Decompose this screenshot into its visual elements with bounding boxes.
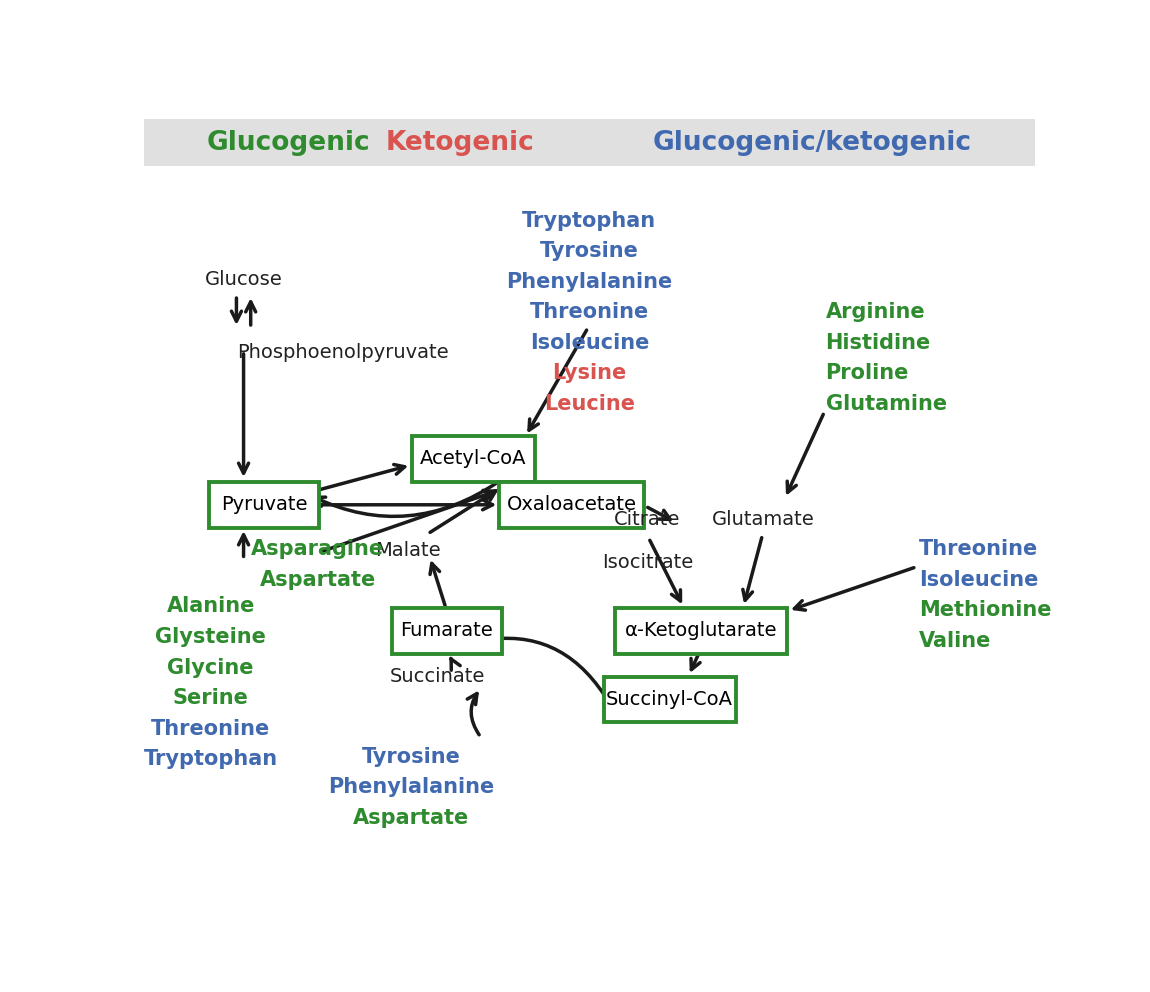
Text: Phenylalanine: Phenylalanine: [506, 272, 673, 292]
Text: Asparagine: Asparagine: [251, 540, 384, 559]
Text: Glutamine: Glutamine: [826, 394, 946, 414]
Text: Alanine: Alanine: [167, 596, 255, 616]
Text: Tyrosine: Tyrosine: [362, 747, 460, 767]
Text: Threonine: Threonine: [919, 540, 1038, 559]
Text: Ketogenic: Ketogenic: [385, 131, 535, 157]
Text: Lysine: Lysine: [552, 363, 627, 384]
Text: Leucine: Leucine: [544, 394, 635, 414]
Text: Pyruvate: Pyruvate: [221, 495, 307, 514]
FancyBboxPatch shape: [412, 436, 535, 482]
Text: Phenylalanine: Phenylalanine: [328, 778, 494, 798]
Text: Serine: Serine: [172, 688, 248, 708]
Text: Citrate: Citrate: [614, 510, 681, 529]
Text: Isoleucine: Isoleucine: [919, 569, 1038, 589]
FancyBboxPatch shape: [604, 677, 736, 722]
Text: Threonine: Threonine: [151, 718, 270, 739]
Text: Proline: Proline: [826, 363, 908, 384]
FancyBboxPatch shape: [144, 119, 1035, 167]
Text: Glutamate: Glutamate: [712, 510, 814, 529]
Text: Threonine: Threonine: [530, 303, 649, 322]
Text: Valine: Valine: [919, 631, 991, 651]
Text: Methionine: Methionine: [919, 600, 1051, 620]
Text: Malate: Malate: [375, 541, 440, 560]
FancyBboxPatch shape: [615, 608, 787, 654]
Text: Glucogenic: Glucogenic: [206, 131, 370, 157]
Text: Succinate: Succinate: [390, 668, 485, 686]
Text: Phosphoenolpyruvate: Phosphoenolpyruvate: [237, 342, 448, 361]
Text: Isocitrate: Isocitrate: [601, 553, 693, 571]
Text: Tyrosine: Tyrosine: [540, 241, 638, 261]
Text: Glucose: Glucose: [205, 270, 283, 289]
Text: Arginine: Arginine: [826, 303, 926, 322]
FancyBboxPatch shape: [499, 482, 644, 528]
Text: Glysteine: Glysteine: [155, 627, 266, 647]
Text: Glycine: Glycine: [168, 658, 254, 678]
Text: Fumarate: Fumarate: [400, 621, 493, 640]
Text: Isoleucine: Isoleucine: [530, 333, 649, 353]
Text: Aspartate: Aspartate: [353, 808, 469, 828]
Text: Oxaloacetate: Oxaloacetate: [506, 495, 637, 514]
FancyBboxPatch shape: [392, 608, 501, 654]
Text: Acetyl-CoA: Acetyl-CoA: [420, 449, 527, 468]
Text: Glucogenic/ketogenic: Glucogenic/ketogenic: [653, 131, 972, 157]
Text: Histidine: Histidine: [826, 333, 930, 353]
Text: α-Ketoglutarate: α-Ketoglutarate: [624, 621, 777, 640]
FancyBboxPatch shape: [209, 482, 319, 528]
Text: Tryptophan: Tryptophan: [522, 210, 657, 231]
Text: Tryptophan: Tryptophan: [144, 749, 277, 769]
Text: Aspartate: Aspartate: [260, 569, 376, 589]
Text: Succinyl-CoA: Succinyl-CoA: [606, 690, 733, 709]
